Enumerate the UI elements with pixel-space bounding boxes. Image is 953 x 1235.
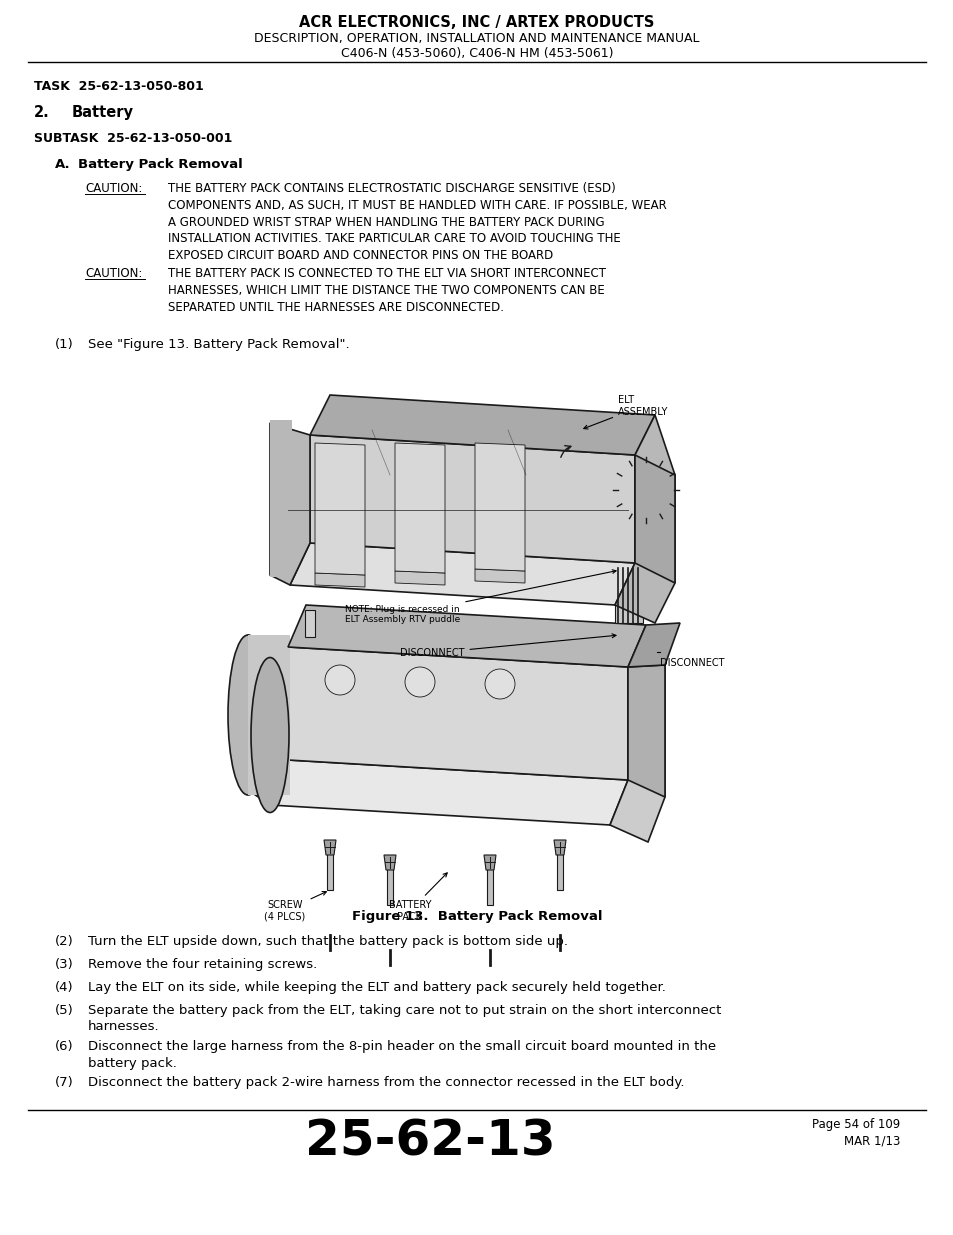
Circle shape xyxy=(636,480,655,500)
Circle shape xyxy=(636,543,643,552)
Polygon shape xyxy=(635,454,675,583)
Text: Remove the four retaining screws.: Remove the four retaining screws. xyxy=(88,958,317,971)
Polygon shape xyxy=(288,647,627,781)
Text: Turn the ELT upside down, such that the battery pack is bottom side up.: Turn the ELT upside down, such that the … xyxy=(88,935,567,948)
Text: (6): (6) xyxy=(55,1040,73,1053)
Text: 25-62-13: 25-62-13 xyxy=(304,1118,555,1166)
Polygon shape xyxy=(288,605,645,667)
Polygon shape xyxy=(290,543,635,605)
Polygon shape xyxy=(483,855,496,869)
Polygon shape xyxy=(248,635,288,805)
Text: (7): (7) xyxy=(55,1076,73,1089)
Circle shape xyxy=(484,669,515,699)
Polygon shape xyxy=(384,855,395,869)
Text: NOTE: Plug is recessed in
ELT Assembly RTV puddle: NOTE: Plug is recessed in ELT Assembly R… xyxy=(345,569,616,625)
Circle shape xyxy=(631,540,647,556)
Polygon shape xyxy=(305,610,314,637)
Text: See "Figure 13. Battery Pack Removal".: See "Figure 13. Battery Pack Removal". xyxy=(88,338,349,351)
Polygon shape xyxy=(310,435,635,563)
Polygon shape xyxy=(248,635,290,795)
Text: (5): (5) xyxy=(55,1004,73,1016)
Bar xyxy=(557,845,562,890)
Text: CAUTION:: CAUTION: xyxy=(85,182,142,195)
Text: TASK  25-62-13-050-801: TASK 25-62-13-050-801 xyxy=(34,80,204,93)
Ellipse shape xyxy=(251,657,289,813)
Text: (3): (3) xyxy=(55,958,73,971)
Ellipse shape xyxy=(228,635,268,795)
Text: ELT
ASSEMBLY: ELT ASSEMBLY xyxy=(583,395,668,429)
Polygon shape xyxy=(314,573,365,587)
Polygon shape xyxy=(324,840,335,855)
Text: THE BATTERY PACK IS CONNECTED TO THE ELT VIA SHORT INTERCONNECT
HARNESSES, WHICH: THE BATTERY PACK IS CONNECTED TO THE ELT… xyxy=(168,267,605,314)
Polygon shape xyxy=(310,395,655,454)
Polygon shape xyxy=(395,443,444,573)
Circle shape xyxy=(618,457,627,467)
Text: Figure 13.  Battery Pack Removal: Figure 13. Battery Pack Removal xyxy=(352,910,601,923)
Bar xyxy=(486,860,493,905)
Text: Disconnect the large harness from the 8-pin header on the small circuit board mo: Disconnect the large harness from the 8-… xyxy=(88,1040,716,1070)
Text: (2): (2) xyxy=(55,935,73,948)
Text: DESCRIPTION, OPERATION, INSTALLATION AND MAINTENANCE MANUAL: DESCRIPTION, OPERATION, INSTALLATION AND… xyxy=(254,32,699,44)
Text: Lay the ELT on its side, while keeping the ELT and battery pack securely held to: Lay the ELT on its side, while keeping t… xyxy=(88,981,665,994)
Polygon shape xyxy=(609,664,664,842)
Polygon shape xyxy=(395,571,444,585)
Text: ACR ELECTRONICS, INC / ARTEX PRODUCTS: ACR ELECTRONICS, INC / ARTEX PRODUCTS xyxy=(299,15,654,30)
Polygon shape xyxy=(270,420,292,577)
Text: A.: A. xyxy=(55,158,71,170)
Text: 2.: 2. xyxy=(34,105,50,120)
Polygon shape xyxy=(627,664,664,797)
Text: Battery: Battery xyxy=(71,105,133,120)
Text: THE BATTERY PACK CONTAINS ELECTROSTATIC DISCHARGE SENSITIVE (ESD)
COMPONENTS AND: THE BATTERY PACK CONTAINS ELECTROSTATIC … xyxy=(168,182,666,262)
Polygon shape xyxy=(475,443,524,571)
Text: DISCONNECT: DISCONNECT xyxy=(659,658,723,668)
Text: (1): (1) xyxy=(55,338,73,351)
Text: MAR 1/13: MAR 1/13 xyxy=(842,1134,899,1147)
Polygon shape xyxy=(475,569,524,583)
Polygon shape xyxy=(627,622,679,667)
Circle shape xyxy=(325,664,355,695)
Circle shape xyxy=(618,462,673,517)
Text: SCREW
(4 PLCS): SCREW (4 PLCS) xyxy=(264,892,326,921)
Text: Battery Pack Removal: Battery Pack Removal xyxy=(78,158,242,170)
Bar xyxy=(387,860,393,905)
Polygon shape xyxy=(615,415,675,622)
Text: Disconnect the battery pack 2-wire harness from the connector recessed in the EL: Disconnect the battery pack 2-wire harne… xyxy=(88,1076,684,1089)
Polygon shape xyxy=(314,443,365,576)
Text: DISCONNECT: DISCONNECT xyxy=(399,634,616,658)
Text: CAUTION:: CAUTION: xyxy=(85,267,142,280)
Text: Page 54 of 109: Page 54 of 109 xyxy=(811,1118,899,1131)
Text: Separate the battery pack from the ELT, taking care not to put strain on the sho: Separate the battery pack from the ELT, … xyxy=(88,1004,720,1034)
Text: C406-N (453-5060), C406-N HM (453-5061): C406-N (453-5060), C406-N HM (453-5061) xyxy=(340,47,613,61)
Text: BATTERY
PACK: BATTERY PACK xyxy=(388,873,447,921)
Bar xyxy=(327,845,333,890)
Circle shape xyxy=(627,472,663,508)
Text: (4): (4) xyxy=(55,981,73,994)
FancyBboxPatch shape xyxy=(615,605,642,622)
Text: SUBTASK  25-62-13-050-001: SUBTASK 25-62-13-050-001 xyxy=(34,132,233,144)
Circle shape xyxy=(405,667,435,697)
Polygon shape xyxy=(270,760,627,825)
Polygon shape xyxy=(554,840,565,855)
Polygon shape xyxy=(270,424,310,585)
